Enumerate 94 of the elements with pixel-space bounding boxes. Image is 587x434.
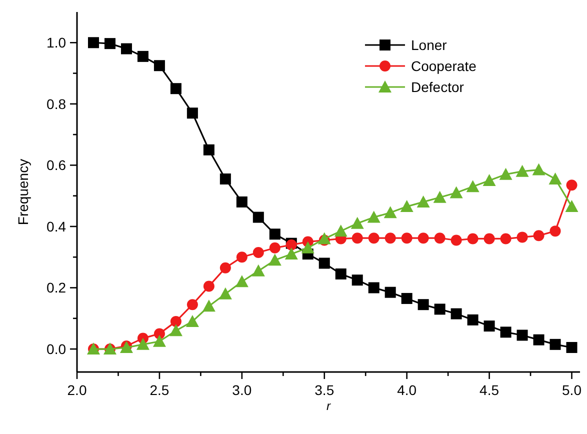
point bbox=[152, 334, 166, 347]
point bbox=[467, 233, 478, 244]
point bbox=[484, 320, 495, 332]
x-tick-label: 2.5 bbox=[150, 382, 170, 398]
point bbox=[252, 247, 264, 258]
point bbox=[550, 226, 561, 237]
point bbox=[120, 43, 132, 54]
x-tick-label: 2.0 bbox=[67, 382, 87, 398]
point bbox=[269, 228, 280, 240]
point bbox=[170, 316, 182, 327]
point bbox=[202, 300, 216, 312]
point bbox=[220, 173, 231, 184]
point bbox=[500, 233, 512, 244]
y-tick-label: 0.6 bbox=[46, 157, 66, 174]
point bbox=[252, 212, 264, 223]
point bbox=[500, 326, 512, 338]
point bbox=[450, 308, 462, 320]
point bbox=[301, 241, 314, 254]
point bbox=[566, 180, 578, 191]
y-tick-label: 0.0 bbox=[46, 340, 66, 357]
point bbox=[236, 252, 248, 263]
point bbox=[170, 83, 182, 94]
point bbox=[484, 233, 495, 244]
point bbox=[169, 324, 182, 336]
point bbox=[566, 342, 578, 353]
point bbox=[186, 108, 198, 119]
point bbox=[318, 258, 330, 269]
point bbox=[186, 314, 199, 327]
y-tick-label: 0.4 bbox=[46, 218, 66, 234]
point bbox=[516, 330, 528, 341]
point bbox=[482, 174, 496, 186]
point bbox=[434, 232, 446, 244]
point bbox=[384, 206, 397, 218]
point bbox=[203, 280, 214, 292]
point bbox=[220, 262, 231, 274]
y-tick-label: 0.2 bbox=[46, 280, 66, 296]
y-tick-label: 0.8 bbox=[46, 96, 66, 112]
point bbox=[400, 200, 414, 212]
point bbox=[548, 172, 562, 184]
point bbox=[352, 274, 363, 286]
point bbox=[368, 282, 380, 294]
point bbox=[401, 292, 412, 304]
point bbox=[334, 224, 348, 237]
x-tick-label: 4.0 bbox=[397, 382, 417, 398]
point bbox=[350, 216, 364, 229]
x-axis-title: r bbox=[326, 399, 332, 413]
point bbox=[418, 232, 429, 244]
point bbox=[284, 248, 298, 260]
point bbox=[154, 60, 165, 72]
point bbox=[533, 230, 544, 242]
point bbox=[137, 50, 148, 62]
point bbox=[104, 38, 116, 50]
point bbox=[516, 164, 529, 177]
point bbox=[368, 232, 380, 244]
point bbox=[269, 242, 280, 254]
point bbox=[236, 196, 248, 208]
point bbox=[384, 286, 396, 298]
point bbox=[466, 180, 480, 192]
point bbox=[565, 200, 578, 212]
point bbox=[433, 190, 446, 203]
point bbox=[268, 254, 282, 266]
point bbox=[416, 195, 430, 208]
x-tick-label: 3.5 bbox=[314, 382, 334, 398]
point bbox=[533, 334, 544, 346]
point bbox=[450, 186, 463, 198]
point bbox=[136, 338, 150, 350]
point bbox=[252, 264, 265, 276]
y-tick-label: 1.0 bbox=[46, 34, 66, 51]
legend-label: Loner bbox=[411, 36, 448, 53]
point bbox=[516, 232, 528, 243]
legend-label: Defector bbox=[411, 78, 464, 95]
point bbox=[450, 234, 462, 246]
point bbox=[434, 304, 446, 315]
point bbox=[384, 232, 396, 244]
y-axis-title: Frequency bbox=[15, 158, 31, 226]
point bbox=[401, 232, 412, 244]
point bbox=[318, 232, 331, 244]
point bbox=[203, 144, 214, 156]
point bbox=[235, 275, 248, 288]
point bbox=[418, 299, 429, 310]
legend-label: Cooperate bbox=[411, 58, 477, 74]
point bbox=[550, 338, 561, 350]
point bbox=[367, 210, 380, 223]
point bbox=[335, 268, 346, 280]
point bbox=[88, 37, 99, 48]
point bbox=[532, 163, 546, 176]
x-tick-label: 4.5 bbox=[480, 382, 500, 398]
point bbox=[352, 232, 363, 244]
x-tick-label: 5.0 bbox=[562, 382, 582, 398]
point bbox=[218, 287, 232, 300]
point bbox=[499, 168, 512, 180]
x-tick-label: 3.0 bbox=[232, 382, 252, 398]
point bbox=[467, 314, 478, 326]
point bbox=[186, 299, 198, 310]
